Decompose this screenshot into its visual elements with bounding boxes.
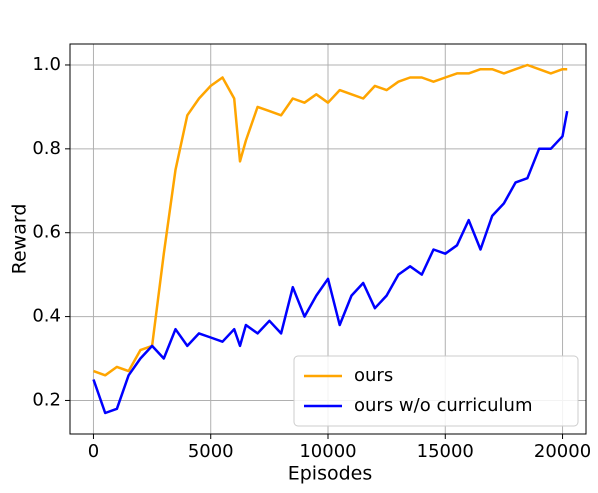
line-series xyxy=(93,63,568,377)
y-tick-label: 1.0 xyxy=(32,54,61,75)
y-tick-label: 0.2 xyxy=(32,389,61,410)
legend-label: ours w/o curriculum xyxy=(354,395,532,416)
y-axis-label: Reward xyxy=(9,204,31,275)
plot-frame xyxy=(69,43,587,435)
x-tick-label: 20000 xyxy=(534,441,591,462)
line-series xyxy=(92,110,569,415)
x-tick-label: 10000 xyxy=(299,441,356,462)
x-tick-label: 5000 xyxy=(188,441,234,462)
x-tick-label: 15000 xyxy=(417,441,474,462)
legend-label: ours xyxy=(354,365,393,386)
x-tick-label: 0 xyxy=(88,441,99,462)
x-axis-label: Episodes xyxy=(288,463,373,485)
legend-box xyxy=(293,355,579,427)
y-tick-label: 0.8 xyxy=(32,138,61,159)
y-tick-label: 0.4 xyxy=(32,306,61,327)
y-tick-label: 0.6 xyxy=(32,222,61,243)
